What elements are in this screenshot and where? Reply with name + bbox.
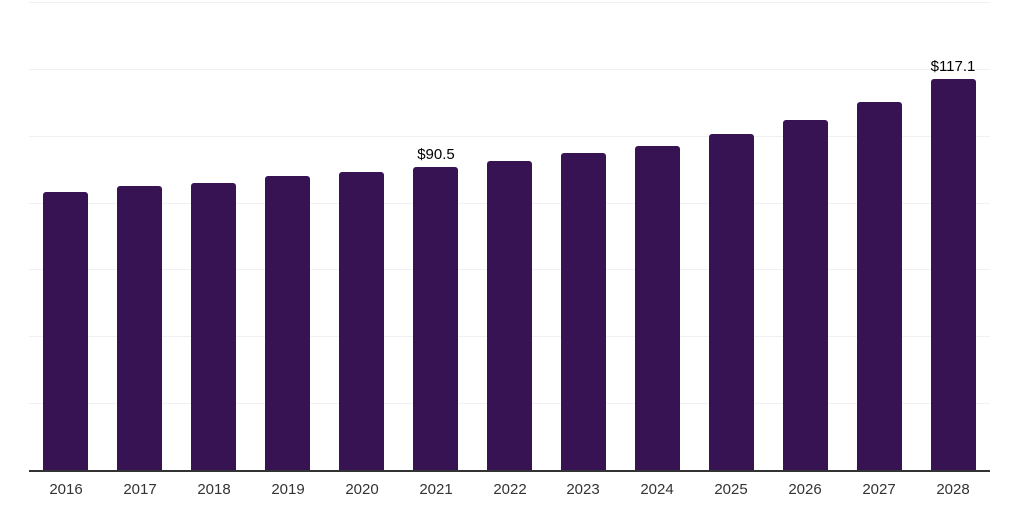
bar-2018 bbox=[191, 183, 236, 470]
x-tick-2017: 2017 bbox=[123, 481, 157, 498]
x-tick-2019: 2019 bbox=[271, 481, 305, 498]
gridline-100 bbox=[29, 136, 990, 137]
bar-2022 bbox=[487, 161, 532, 470]
x-tick-2016: 2016 bbox=[49, 481, 83, 498]
x-tick-2026: 2026 bbox=[788, 481, 822, 498]
bar-2020 bbox=[339, 172, 384, 470]
x-axis-labels: 2016 2017 2018 2019 2020 2021 2022 2023 2024 2025… bbox=[29, 479, 990, 503]
data-label-2028: $117.1 bbox=[930, 58, 976, 75]
x-tick-2018: 2018 bbox=[197, 481, 231, 498]
bar-2027 bbox=[857, 102, 902, 470]
bar-2025 bbox=[709, 134, 754, 470]
x-tick-2022: 2022 bbox=[493, 481, 527, 498]
x-tick-2020: 2020 bbox=[345, 481, 379, 498]
x-tick-2028: 2028 bbox=[936, 481, 970, 498]
x-tick-2023: 2023 bbox=[566, 481, 600, 498]
bar-2028 bbox=[931, 79, 976, 470]
bar-2019 bbox=[265, 176, 310, 470]
x-tick-2021: 2021 bbox=[419, 481, 453, 498]
plot-area: $90.5 $117.1 bbox=[29, 2, 990, 472]
bar-2016 bbox=[43, 192, 88, 470]
x-tick-2027: 2027 bbox=[862, 481, 896, 498]
bar-2017 bbox=[117, 186, 162, 470]
bar-2024 bbox=[635, 146, 680, 470]
data-label-2021: $90.5 bbox=[417, 146, 455, 163]
x-tick-2025: 2025 bbox=[714, 481, 748, 498]
bar-2021 bbox=[413, 167, 458, 470]
x-tick-2024: 2024 bbox=[640, 481, 674, 498]
gridline-140 bbox=[29, 2, 990, 3]
gridline-120 bbox=[29, 69, 990, 70]
bar-2023 bbox=[561, 153, 606, 470]
bar-2026 bbox=[783, 120, 828, 470]
